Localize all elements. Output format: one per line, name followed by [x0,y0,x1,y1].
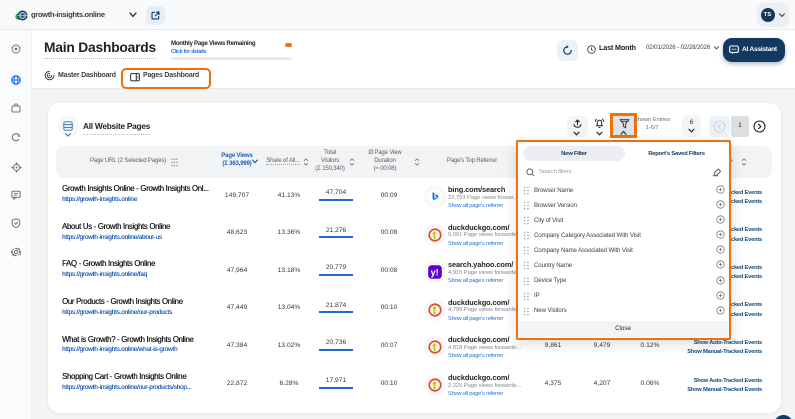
svg-text:y!: y! [431,268,439,278]
